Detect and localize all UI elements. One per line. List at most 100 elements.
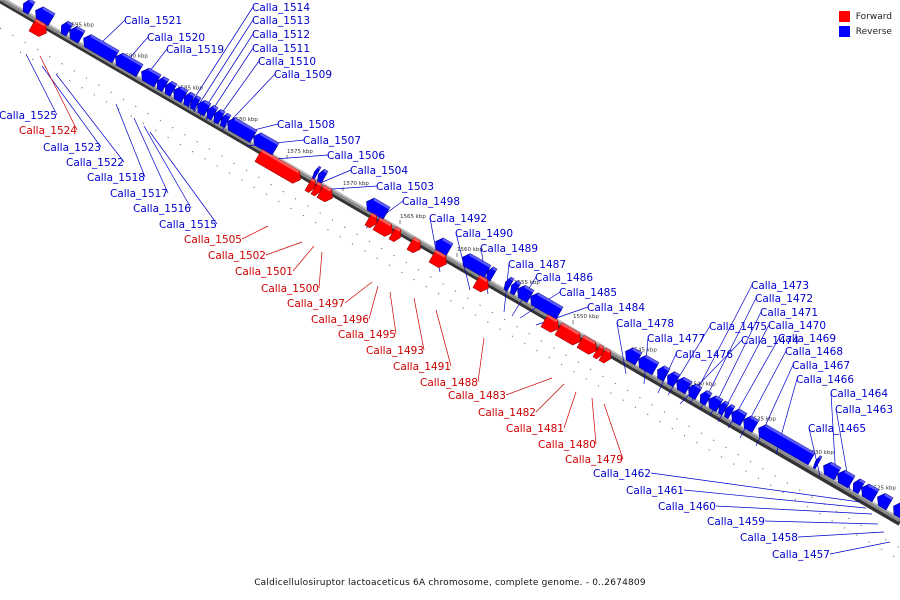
forward-gene-arrow [592,344,604,360]
reverse-gene-arrow [877,493,894,511]
reverse-gene-arrow [164,80,178,97]
gene-label: Calla_1464 [830,388,888,400]
leader-line [127,36,149,61]
gene-label: Calla_1502 [208,250,266,262]
reverse-gene-arrow [699,390,713,406]
gene-label: Calla_1486 [535,272,593,284]
leader-line [187,6,254,109]
leader-line [265,241,303,256]
leader-line [689,284,753,405]
reverse-gene-arrow [530,292,564,320]
leader-line [563,391,577,429]
reverse-gene-arrow [486,266,498,282]
legend-forward-label: Forward [855,11,892,22]
gene-label: Calla_1472 [755,293,813,305]
leader-line [344,281,373,304]
kbp-tick-label: 1560 kbp [457,247,483,253]
gene-label: Calla_1482 [478,407,536,419]
reverse-swatch-icon [838,26,850,37]
gene-label: Calla_1519 [166,44,224,56]
gene-label: Calla_1484 [587,302,645,314]
gene-label: Calla_1522 [66,157,124,169]
reverse-gene-arrow [503,276,515,292]
gene-label: Calla_1490 [455,228,513,240]
kbp-tick-label: 1540 kbp [690,382,716,388]
kbp-tick-label: 1550 kbp [573,314,599,320]
gene-label: Calla_1521 [124,15,182,27]
leader-line [133,117,169,194]
gene-label: Calla_1516 [133,203,191,215]
map-caption: Caldicellulosiruptor lactoaceticus 6A ch… [254,578,646,588]
gene-label: Calla_1520 [147,32,205,44]
leader-line [115,103,146,178]
leader-line [368,285,379,320]
leader-line [764,520,879,525]
forward-gene-arrow [540,314,559,333]
gene-label: Calla_1459 [707,516,765,528]
forward-gene-arrow [364,212,378,229]
forward-gene-arrow [576,335,597,355]
gene-label: Calla_1480 [538,439,596,451]
kbp-tick-label: 1525 kbp [870,486,896,492]
leader-line [241,225,269,240]
reverse-gene-arrow [657,365,671,382]
leader-line [25,53,58,116]
kbp-tick-label: 1555 kbp [514,280,540,286]
reverse-gene-arrow [731,408,748,426]
gene-label: Calla_1504 [350,165,408,177]
gene-label: Calla_1473 [751,280,809,292]
reverse-gene-arrow [156,76,170,93]
gene-label: Calla_1501 [235,266,293,278]
gene-label: Calla_1463 [835,404,893,416]
gene-arrows [22,0,900,519]
reverse-gene-arrow [852,478,866,495]
forward-gene-arrow [28,18,47,37]
leader-line [591,397,597,445]
reverse-gene-arrow [197,99,212,117]
leader-line [292,245,315,272]
leader-line [505,377,553,396]
gene-label: Calla_1506 [327,150,385,162]
leader-line [797,531,885,538]
gene-label: Calla_1479 [565,454,623,466]
reverse-gene-arrow [837,469,856,489]
reverse-gene-arrow [708,395,724,413]
forward-gene-arrow [304,177,316,193]
gene-label: Calla_1460 [658,501,716,513]
gene-label: Calla_1475 [709,321,767,333]
gene-label: Calla_1466 [796,374,854,386]
gene-label: Calla_1465 [808,423,866,435]
reverse-gene-arrow [676,376,693,395]
kbp-tick-label: 1530 kbp [808,450,834,456]
gene-label: Calla_1491 [393,361,451,373]
reverse-gene-arrow [115,52,144,77]
reverse-gene-arrow [206,105,219,121]
reverse-gene-arrow [638,354,660,376]
reverse-gene-arrow [688,383,703,400]
reverse-gene-arrow [190,95,202,111]
guide-line-lower [19,51,900,561]
leader-line [535,383,565,413]
backbone-line [0,0,900,522]
gene-label: Calla_1489 [480,243,538,255]
gene-label: Calla_1497 [287,298,345,310]
reverse-gene-arrow [517,285,535,303]
reverse-gene-arrow [823,461,842,481]
gene-label: Calla_1468 [785,346,843,358]
reverse-gene-arrow [227,117,258,143]
kbp-tick-label: 1535 kbp [750,416,776,422]
gene-label: Calla_1469 [778,333,836,345]
gene-label: Calla_1513 [252,15,310,27]
gene-label: Calla_1488 [420,377,478,389]
gene-label: Calla_1493 [366,345,424,357]
reverse-gene-arrow [724,404,736,420]
legend-reverse-label: Reverse [855,26,892,37]
reverse-gene-arrow [69,26,86,44]
gene-label: Calla_1510 [258,56,316,68]
gene-label: Calla_1498 [402,196,460,208]
gene-label: Calla_1483 [448,390,506,402]
reverse-gene-arrow [743,415,760,433]
